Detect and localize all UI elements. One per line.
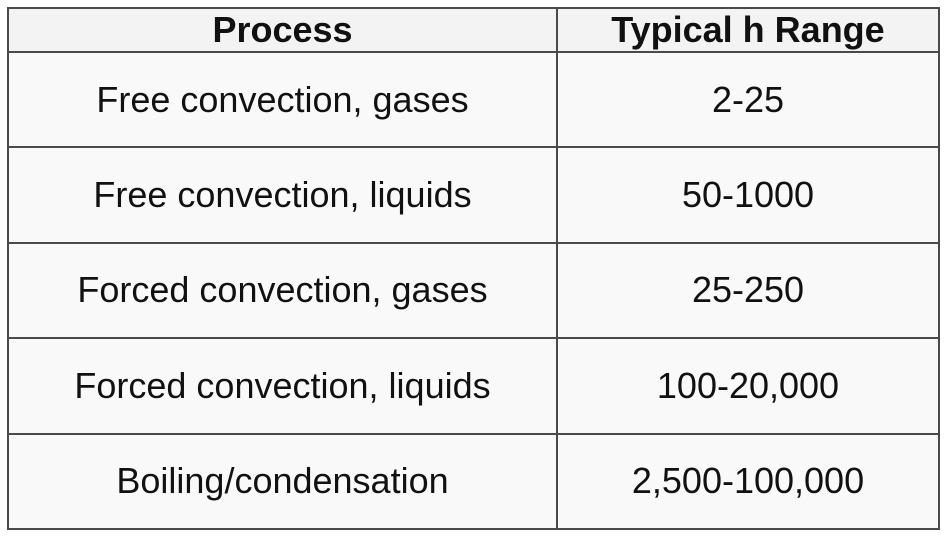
table-cell: 50-1000 — [556, 146, 940, 244]
header-row: Process Typical h Range — [7, 7, 940, 53]
table-row: Boiling/condensation 2,500-100,000 — [7, 432, 940, 531]
table-cell: 2,500-100,000 — [556, 432, 940, 531]
table-cell: Boiling/condensation — [7, 432, 558, 531]
table-cell: Forced convection, gases — [7, 241, 558, 340]
table-cell: 2-25 — [556, 50, 940, 149]
data-table: Process Typical h Range Free convection, … — [7, 7, 940, 531]
table-row: Free convection, gases 2-25 — [7, 50, 940, 149]
table-body: Free convection, gases 2-25 Free convectio… — [7, 50, 940, 531]
header-cell: Typical h Range — [556, 7, 940, 53]
table-cell: Forced convection, liquids — [7, 337, 558, 435]
table-row: Forced convection, liquids 100-20,000 — [7, 337, 940, 435]
table-cell: Free convection, gases — [7, 50, 558, 149]
table-row: Forced convection, gases 25-250 — [7, 241, 940, 340]
table-cell: 100-20,000 — [556, 337, 940, 435]
table-cell: 25-250 — [556, 241, 940, 340]
header-cell: Process — [7, 7, 558, 53]
table-cell: Free convection, liquids — [7, 146, 558, 244]
table-row: Free convection, liquids 50-1000 — [7, 146, 940, 244]
table-header: Process Typical h Range — [7, 7, 940, 53]
